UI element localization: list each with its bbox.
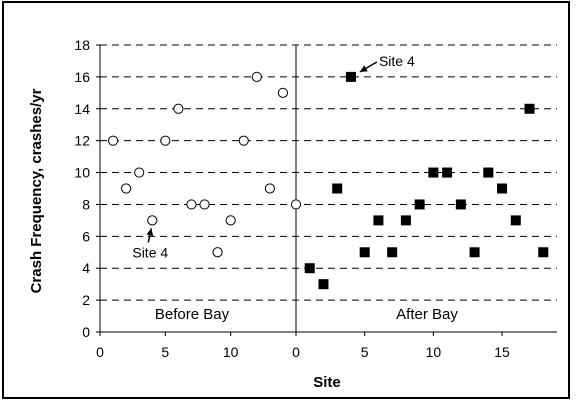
open-circle-point <box>290 199 302 210</box>
filled-square-point <box>359 247 370 258</box>
y-tick-label: 2 <box>82 292 90 308</box>
open-circle-point <box>134 167 145 178</box>
y-tick-label: 10 <box>74 165 90 181</box>
filled-square-point <box>318 279 329 290</box>
annotation-label: Site 4 <box>379 53 415 69</box>
x-tick-label: 5 <box>161 344 169 360</box>
panel-label-before: Before Bay <box>155 306 230 323</box>
open-circle-point <box>186 199 197 210</box>
filled-square-point <box>332 183 343 194</box>
open-circle-point <box>251 71 262 82</box>
open-circle-point <box>147 215 158 226</box>
filled-square-point <box>524 103 535 114</box>
tick-labels: 0 2 4 6 8 10 12 14 16 18 0 5 10 0 5 10 15 <box>74 37 510 360</box>
y-tick-label: 4 <box>82 260 90 276</box>
filled-square-point <box>510 215 521 226</box>
y-tick-label: 6 <box>82 228 90 244</box>
y-tick-label: 12 <box>74 133 90 149</box>
filled-square-point <box>345 71 356 82</box>
filled-square-point <box>442 167 453 178</box>
x-tick-label: 10 <box>223 344 239 360</box>
y-tick-label: 14 <box>74 101 90 117</box>
open-circle-point <box>199 199 210 210</box>
filled-square-point <box>304 263 315 274</box>
x-tick-label: 10 <box>426 344 442 360</box>
y-tick-label: 0 <box>82 324 90 340</box>
annotations: Site 4 Site 4 <box>132 53 415 261</box>
annotation-arrow-head <box>359 65 368 72</box>
open-circle-point <box>212 247 223 258</box>
y-tick-label: 18 <box>74 37 90 53</box>
open-circle-point <box>160 135 171 146</box>
open-circle-point <box>277 87 289 98</box>
annotation-arrow-head <box>146 228 154 236</box>
y-axis-title: Crash Frequency, crashes/yr <box>28 88 45 293</box>
x-tick-label: 0 <box>292 344 300 360</box>
open-circle-point <box>173 103 184 114</box>
open-circle-point <box>107 135 119 146</box>
filled-square-point <box>497 183 508 194</box>
data-points <box>107 71 549 290</box>
filled-square-point <box>387 247 398 258</box>
filled-square-point <box>483 167 494 178</box>
x-tick-label: 15 <box>494 344 510 360</box>
filled-square-point <box>414 199 425 210</box>
filled-square-point <box>428 167 439 178</box>
filled-square-point <box>373 215 384 226</box>
panel-label-after: After Bay <box>396 306 458 323</box>
open-circle-point <box>121 183 132 194</box>
open-circle-point <box>225 215 236 226</box>
filled-square-point <box>455 199 466 210</box>
annotation-label: Site 4 <box>132 244 168 260</box>
x-tick-label: 5 <box>361 344 369 360</box>
filled-square-point <box>400 215 411 226</box>
y-tick-label: 8 <box>82 196 90 212</box>
x-tick-label: 0 <box>96 344 104 360</box>
chart-frame <box>2 1 570 399</box>
open-circle-point <box>238 135 249 146</box>
axes <box>96 44 557 336</box>
y-tick-label: 16 <box>74 69 90 85</box>
filled-square-point <box>469 247 480 258</box>
filled-square-point <box>538 247 549 258</box>
x-axis-title: Site <box>313 374 341 391</box>
open-circle-point <box>264 183 275 194</box>
